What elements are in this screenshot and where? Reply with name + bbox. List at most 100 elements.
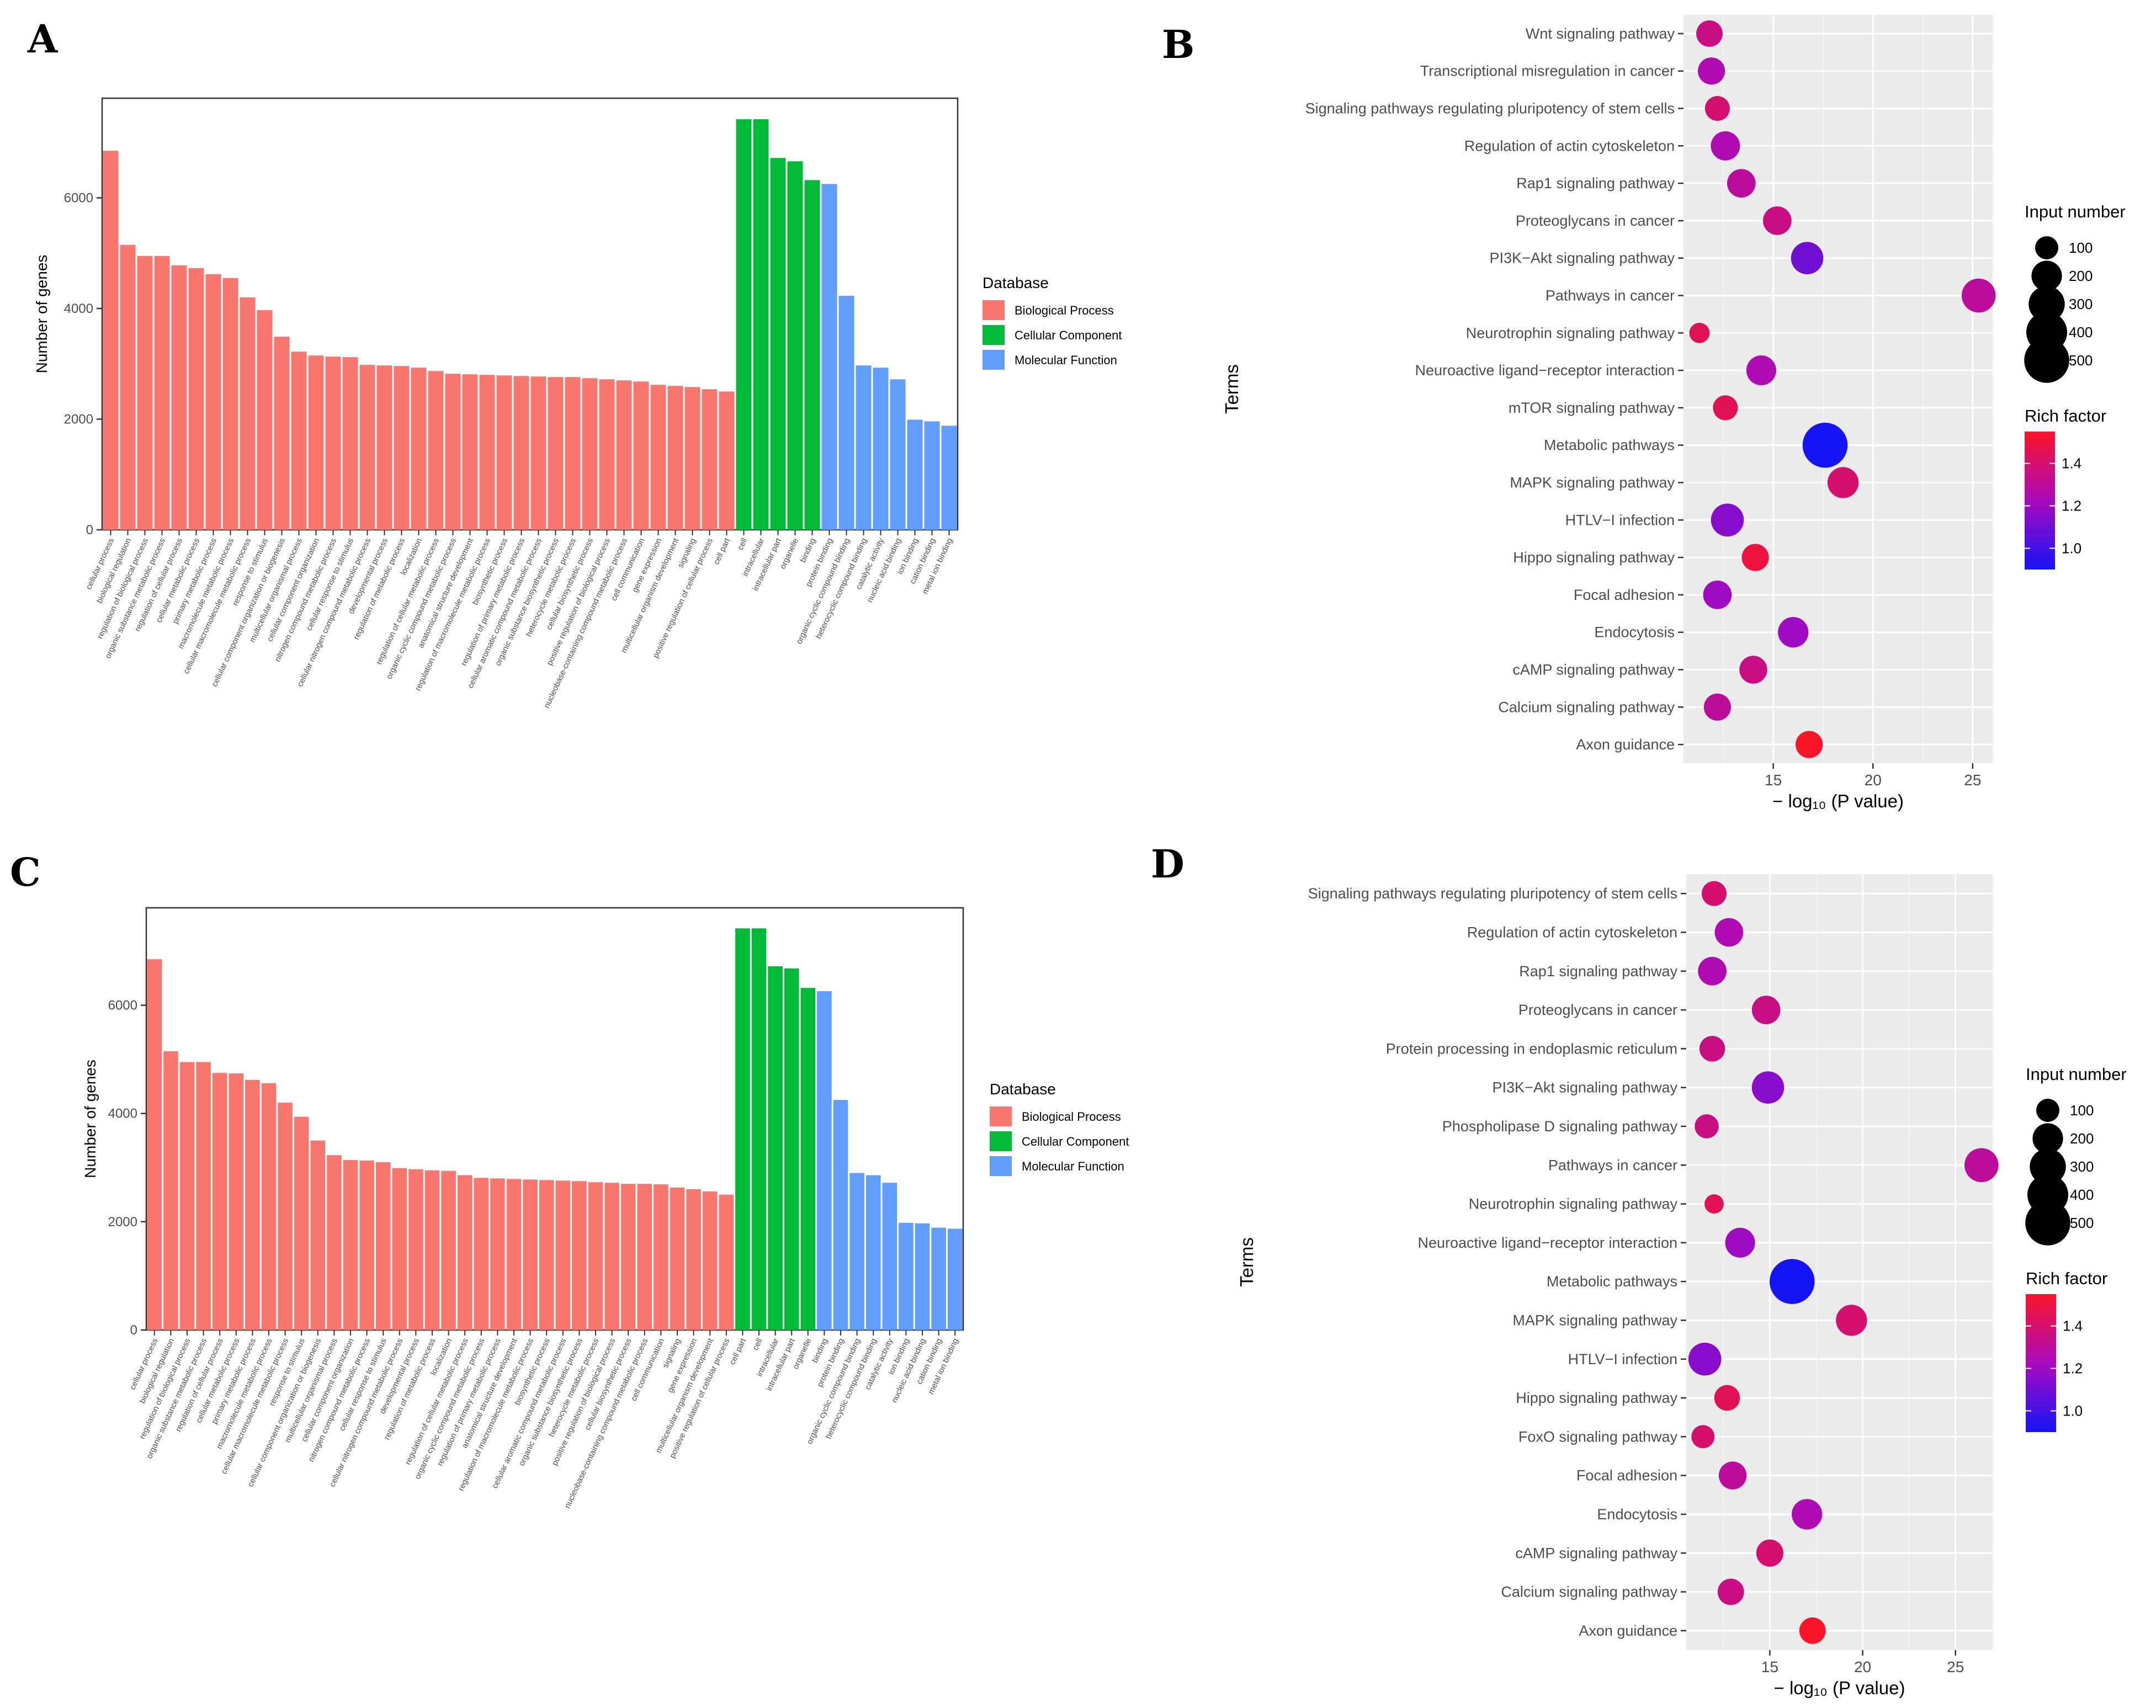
bar: [411, 368, 427, 530]
bar: [171, 265, 187, 530]
data-point: [1695, 1114, 1719, 1138]
data-point: [1703, 693, 1732, 721]
data-point: [1796, 731, 1823, 758]
data-point: [1769, 1259, 1815, 1304]
bar: [445, 374, 461, 530]
term-label: MAPK signaling pathway: [1510, 475, 1675, 491]
bar: [462, 374, 478, 530]
term-label: Focal adhesion: [1576, 1467, 1677, 1484]
plot-panel: [1684, 15, 1993, 763]
color-legend-label: 1.4: [2062, 455, 2081, 472]
bar: [751, 928, 767, 1330]
bar: [637, 1184, 652, 1330]
bar: [572, 1181, 587, 1330]
x-tick-label: cell part: [712, 537, 732, 566]
bar: [616, 380, 632, 530]
size-legend-label: 200: [2069, 268, 2093, 284]
bar: [915, 1223, 930, 1330]
term-label: MAPK signaling pathway: [1512, 1312, 1677, 1328]
term-label: Metabolic pathways: [1544, 437, 1675, 454]
bar: [817, 991, 832, 1330]
term-label: Axon guidance: [1579, 1622, 1677, 1639]
bar: [310, 1140, 326, 1330]
x-tick-label: 15: [1765, 771, 1782, 789]
legend-title: Database: [983, 274, 1049, 291]
data-point: [1792, 1499, 1823, 1530]
data-point: [1699, 1036, 1725, 1062]
bar: [222, 278, 238, 530]
bar: [457, 1175, 472, 1330]
data-point: [1697, 57, 1725, 85]
data-point: [1711, 503, 1744, 537]
bar: [530, 376, 546, 530]
size-legend-label: 500: [2069, 352, 2093, 369]
size-legend-label: 100: [2070, 1102, 2094, 1119]
term-label: Neuroactive ligand−receptor interaction: [1417, 1235, 1677, 1251]
term-label: Neuroactive ligand−receptor interaction: [1415, 362, 1675, 379]
bar: [804, 180, 820, 530]
data-point: [1711, 131, 1740, 161]
y-tick-label: 6000: [108, 998, 137, 1013]
bar: [394, 366, 410, 530]
legend-label: Biological Process: [1022, 1110, 1121, 1124]
legend-title: Database: [990, 1081, 1056, 1098]
bar: [441, 1170, 456, 1330]
x-tick-label: binding: [799, 537, 817, 564]
bar: [821, 184, 837, 530]
bar: [770, 158, 786, 530]
size-legend-dot: [2031, 260, 2062, 291]
bar: [931, 1227, 946, 1330]
data-point: [1698, 956, 1727, 986]
dot-chart-d: 15 20 25 Signaling pathways regulating plur…: [1236, 874, 2127, 1698]
bar: [343, 1160, 358, 1330]
bar: [392, 1168, 407, 1330]
bar: [670, 1188, 685, 1330]
term-label: Phospholipase D signaling pathway: [1442, 1118, 1678, 1135]
y-axis-label: Number of genes: [33, 255, 50, 374]
data-point: [1802, 422, 1848, 468]
bar: [849, 1173, 864, 1330]
bar: [179, 1062, 195, 1330]
color-legend-label: 1.0: [2063, 1403, 2083, 1419]
panel-letter-a: A: [27, 16, 59, 62]
legend-label: Molecular Function: [1022, 1159, 1124, 1173]
size-legend-dot: [2032, 1123, 2063, 1154]
data-point: [1746, 355, 1776, 386]
bar: [768, 966, 783, 1330]
bar: [278, 1103, 293, 1330]
bar: [196, 1062, 211, 1330]
bar: [240, 297, 256, 530]
term-label: HTLV−I infection: [1568, 1351, 1677, 1368]
data-point: [1827, 467, 1859, 498]
data-point: [1717, 1578, 1744, 1605]
legend-label: Molecular Function: [1015, 353, 1117, 367]
size-legend-dot: [2030, 1148, 2066, 1185]
size-legend-dot: [2035, 236, 2058, 259]
bar: [212, 1073, 227, 1330]
bar: [327, 1155, 342, 1330]
x-tick-label: cell: [736, 537, 749, 551]
size-legend-dot: [2025, 1200, 2070, 1246]
bar: [261, 1083, 277, 1330]
size-legend-label: 100: [2069, 240, 2093, 256]
y-axis-label: Number of genes: [82, 1060, 99, 1178]
data-point: [1727, 169, 1756, 198]
data-point: [1714, 1385, 1740, 1411]
data-point: [1756, 1539, 1783, 1567]
bar: [474, 1178, 489, 1330]
term-label: Calcium signaling pathway: [1501, 1584, 1677, 1600]
term-label: Signaling pathways regulating pluripoten…: [1308, 885, 1677, 902]
legend-swatch: [990, 1106, 1012, 1126]
bar: [735, 928, 750, 1330]
term-label: Rap1 signaling pathway: [1516, 175, 1675, 191]
term-label: Rap1 signaling pathway: [1519, 963, 1677, 980]
bar: [257, 310, 273, 530]
panel-letter-d: D: [1151, 841, 1185, 887]
bar: [667, 386, 683, 530]
x-tick-label: 15: [1761, 1658, 1778, 1675]
term-label: Pathways in cancer: [1548, 1157, 1677, 1173]
y-tick-label: 6000: [64, 190, 93, 205]
color-legend-bar: [2025, 432, 2055, 570]
bar: [702, 389, 718, 530]
